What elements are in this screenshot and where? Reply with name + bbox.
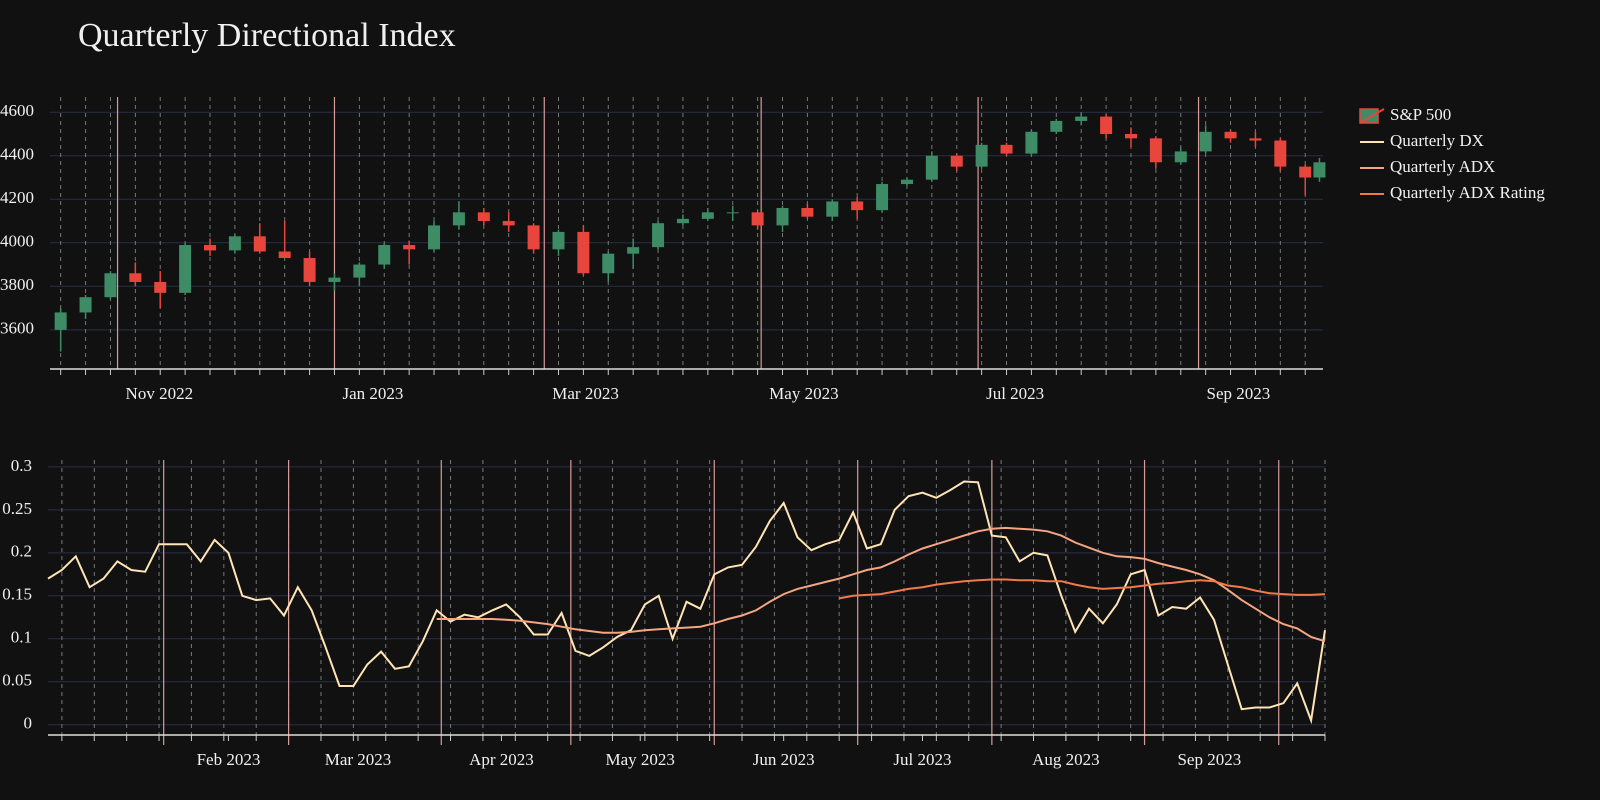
y-tick-label: 0.25 bbox=[2, 499, 32, 518]
y-tick-label: 4000 bbox=[0, 232, 34, 251]
series-line bbox=[436, 526, 1326, 643]
candle-body bbox=[975, 144, 988, 167]
candle-body bbox=[1313, 162, 1326, 178]
candle-body bbox=[154, 281, 167, 293]
x-tick-label: Feb 2023 bbox=[197, 750, 261, 769]
candle-body bbox=[303, 258, 316, 282]
y-tick-label: 4600 bbox=[0, 101, 34, 120]
candle-body bbox=[851, 201, 864, 211]
x-tick-label: Mar 2023 bbox=[552, 384, 619, 403]
candle-body bbox=[577, 231, 590, 274]
candle-body bbox=[54, 312, 67, 330]
y-tick-label: 0.1 bbox=[11, 628, 32, 647]
x-tick-label: Apr 2023 bbox=[469, 750, 534, 769]
x-tick-label: Jun 2023 bbox=[753, 750, 815, 769]
candle-body bbox=[428, 225, 441, 250]
x-tick-label: Jul 2023 bbox=[893, 750, 951, 769]
candle-body bbox=[353, 264, 366, 278]
x-tick-label: Jan 2023 bbox=[342, 384, 403, 403]
series-line bbox=[839, 578, 1326, 600]
x-tick-label: Nov 2022 bbox=[126, 384, 194, 403]
x-tick-label: May 2023 bbox=[606, 750, 675, 769]
y-tick-label: 0.3 bbox=[11, 456, 32, 475]
candle-body bbox=[502, 221, 515, 226]
y-tick-label: 0.2 bbox=[11, 542, 32, 561]
candle-body bbox=[1100, 116, 1113, 134]
candle-body bbox=[1299, 166, 1312, 178]
candle-body bbox=[1224, 131, 1237, 139]
candle-body bbox=[652, 223, 665, 248]
candle-body bbox=[527, 225, 540, 250]
candle-body bbox=[1025, 131, 1038, 154]
candle-body bbox=[253, 236, 266, 252]
candle-body bbox=[452, 212, 465, 226]
candle-body bbox=[1000, 144, 1013, 154]
candle-body bbox=[801, 207, 814, 217]
candle-body bbox=[228, 236, 241, 251]
legend-label: Quarterly ADX bbox=[1390, 157, 1495, 176]
candle-body bbox=[1174, 151, 1187, 163]
legend-label: S&P 500 bbox=[1390, 105, 1451, 124]
candle-body bbox=[129, 273, 142, 282]
candle-body bbox=[900, 179, 913, 185]
candle-body bbox=[477, 212, 490, 222]
candle-body bbox=[627, 247, 640, 254]
y-tick-label: 4400 bbox=[0, 145, 34, 164]
candle-body bbox=[1274, 140, 1287, 167]
x-tick-label: Aug 2023 bbox=[1032, 750, 1100, 769]
y-tick-label: 0.05 bbox=[2, 671, 32, 690]
candle-body bbox=[726, 212, 739, 214]
series-line bbox=[47, 480, 1326, 725]
chart-title: Quarterly Directional Index bbox=[78, 17, 456, 54]
candle-body bbox=[278, 251, 291, 259]
x-tick-label: Mar 2023 bbox=[325, 750, 392, 769]
candle-body bbox=[676, 218, 689, 224]
legend-label: Quarterly ADX Rating bbox=[1390, 183, 1545, 202]
candle-body bbox=[104, 273, 117, 298]
y-tick-label: 0 bbox=[24, 714, 33, 733]
candle-body bbox=[751, 212, 764, 226]
y-tick-label: 3600 bbox=[0, 319, 34, 338]
candle-body bbox=[1075, 116, 1088, 121]
candle-body bbox=[1050, 120, 1063, 132]
candle-body bbox=[1249, 138, 1262, 141]
candle-body bbox=[1124, 133, 1137, 139]
candle-body bbox=[328, 277, 341, 282]
candle-body bbox=[403, 244, 416, 250]
candle-body bbox=[79, 297, 92, 313]
candle-body bbox=[602, 253, 615, 274]
legend-label: Quarterly DX bbox=[1390, 131, 1484, 150]
y-tick-label: 0.15 bbox=[2, 585, 32, 604]
candle-body bbox=[204, 244, 217, 251]
candle-body bbox=[876, 184, 889, 211]
candle-body bbox=[776, 207, 789, 226]
candle-body bbox=[1199, 131, 1212, 152]
x-tick-label: May 2023 bbox=[769, 384, 838, 403]
candle-body bbox=[179, 244, 192, 293]
candle-body bbox=[552, 231, 565, 250]
legend-swatch bbox=[1359, 108, 1385, 124]
candle-body bbox=[1149, 138, 1162, 163]
x-tick-label: Jul 2023 bbox=[986, 384, 1044, 403]
candle-body bbox=[925, 155, 938, 180]
candle-body bbox=[701, 212, 714, 219]
candle-body bbox=[826, 201, 839, 217]
candle-body bbox=[378, 244, 391, 265]
y-tick-label: 4200 bbox=[0, 188, 34, 207]
y-tick-label: 3800 bbox=[0, 275, 34, 294]
x-tick-label: Sep 2023 bbox=[1177, 750, 1241, 769]
candle-body bbox=[950, 155, 963, 167]
x-tick-label: Sep 2023 bbox=[1207, 384, 1271, 403]
